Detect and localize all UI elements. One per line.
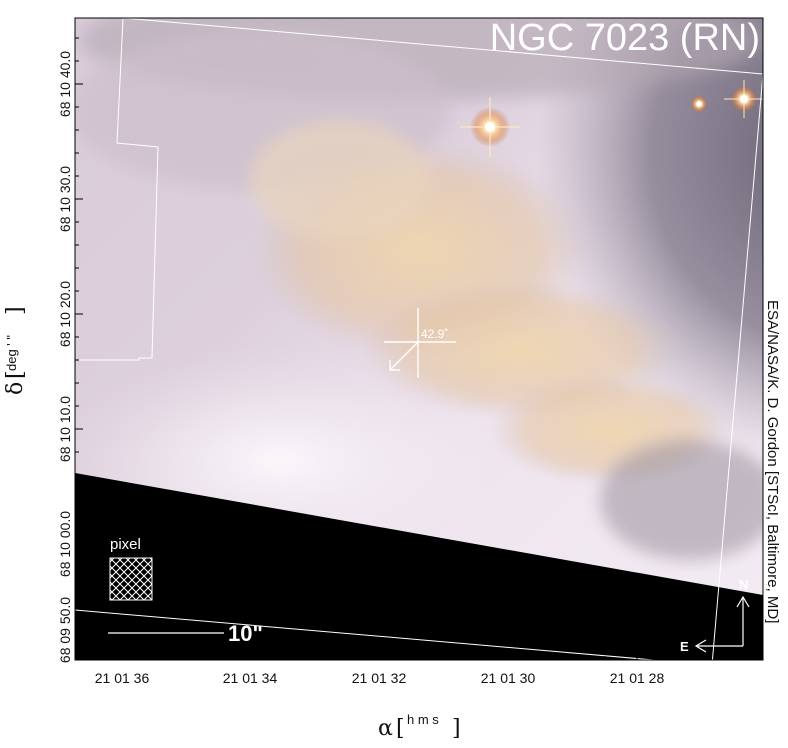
pixel-label: pixel — [110, 536, 141, 553]
star-right — [724, 80, 763, 118]
compass-arrows — [694, 595, 750, 653]
y-tick-label: 68 10 30.0 — [57, 166, 73, 232]
y-axis-ticks — [75, 37, 83, 661]
x-axis-ticks — [89, 652, 734, 660]
svg-text:]: ] — [3, 306, 28, 315]
x-axis-unit: h m s — [407, 712, 439, 727]
plot-frame — [74, 17, 764, 661]
svg-text:[: [ — [396, 716, 405, 741]
star-small — [690, 95, 708, 113]
pixel-hatch-box — [109, 557, 153, 601]
y-tick-label: 68 10 40.0 — [57, 51, 73, 117]
y-axis-unit: deg ' " — [4, 335, 19, 371]
y-axis-title: δ [ deg ' " ] — [3, 306, 28, 395]
footprint-outline — [75, 18, 159, 361]
star-bright — [460, 97, 520, 157]
svg-text:[: [ — [3, 370, 28, 379]
position-angle-label: 42.9˚ — [421, 327, 448, 341]
x-tick-label: 21 01 32 — [352, 670, 407, 686]
y-axis-symbol: δ — [3, 382, 28, 395]
compass-north-label: N — [739, 577, 748, 592]
x-axis-symbol: α — [378, 716, 393, 741]
x-tick-label: 21 01 34 — [223, 670, 278, 686]
scale-bar-label: 10" — [228, 621, 263, 646]
x-tick-label: 21 01 30 — [481, 670, 536, 686]
y-tick-label: 68 10 00.0 — [57, 511, 73, 577]
masked-region — [75, 473, 763, 660]
footprint-outline-outer — [75, 18, 763, 660]
x-axis-title: α [ h m s ] — [378, 712, 461, 741]
nebula-image — [75, 18, 763, 660]
y-tick-label: 68 10 10.0 — [57, 396, 73, 462]
image-credit: ESA/NASA/K. D. Gordon [STScI, Baltimore,… — [764, 300, 781, 623]
y-tick-label: 68 10 20.0 — [57, 281, 73, 347]
svg-text:]: ] — [452, 716, 461, 741]
y-tick-label: 68 09 50.0 — [57, 597, 73, 663]
figure-title: NGC 7023 (RN) — [490, 17, 760, 59]
position-angle-marker — [384, 308, 456, 378]
x-tick-label: 21 01 36 — [95, 670, 150, 686]
x-tick-label: 21 01 28 — [610, 670, 665, 686]
compass-east-label: E — [680, 639, 689, 654]
